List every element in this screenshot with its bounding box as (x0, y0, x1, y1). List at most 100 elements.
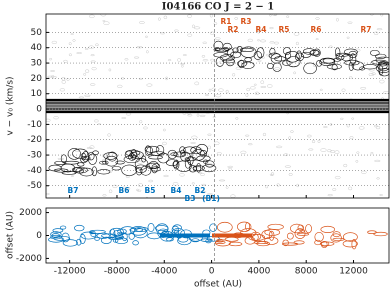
blue-contour (129, 227, 144, 232)
noise-contour (258, 28, 263, 31)
noise-contour (68, 53, 72, 57)
blue-lobe-contour (144, 145, 160, 153)
noise-contour (199, 114, 206, 117)
noise-contour (89, 14, 95, 19)
red-contour (282, 239, 289, 247)
noise-contour (244, 134, 250, 137)
noise-contour (247, 38, 253, 42)
blue-lobe-contour (150, 166, 161, 172)
red-contour (237, 221, 252, 232)
noise-contour (288, 136, 292, 140)
noise-contour (187, 33, 193, 37)
blue-lobe-contour (188, 165, 197, 173)
noise-contour (323, 126, 328, 128)
noise-contour (90, 54, 95, 57)
blue-lobe-contour (107, 151, 118, 162)
noise-contour (191, 135, 198, 140)
noise-contour (339, 117, 344, 120)
blue-lobe-contour (111, 166, 122, 171)
red-lobe-contour (286, 56, 301, 68)
noise-contour (284, 165, 292, 168)
blue-lobe-contour (77, 162, 85, 167)
blue-lobe-contour (134, 164, 147, 174)
red-lobe-contour (322, 57, 335, 64)
blue-lobe-contour (201, 164, 217, 173)
red-lobe-contour (222, 58, 235, 64)
noise-contour (59, 88, 65, 92)
blue-lobe-contour (97, 169, 111, 175)
noise-contour (262, 132, 267, 137)
noise-contour (227, 165, 234, 168)
blue-lobe-contour (155, 145, 165, 155)
annotation: B3 (185, 194, 196, 203)
blue-lobe-contour (87, 151, 95, 161)
blue-lobe-contour (173, 151, 187, 158)
noise-contour (71, 175, 74, 177)
blue-contour (59, 225, 67, 230)
blue-contour (200, 238, 213, 242)
noise-contour (346, 124, 350, 128)
noise-contour (346, 36, 350, 39)
y-axis-label: offset (AU) (6, 211, 16, 259)
red-lobe-contour (272, 62, 282, 72)
red-lobe-contour (274, 56, 287, 62)
noise-contour (85, 69, 90, 73)
noise-contour (257, 39, 260, 42)
blue-lobe-contour (91, 166, 98, 177)
noise-contour (172, 182, 179, 186)
red-contour (256, 241, 270, 247)
blue-lobe-contour (72, 148, 89, 159)
x-axis-label: offset (AU) (194, 280, 242, 290)
noise-contour (207, 145, 211, 150)
blue-lobe-contour (131, 151, 144, 159)
blue-contour (121, 232, 128, 242)
blue-lobe-contour (172, 160, 179, 168)
red-lobe-contour (213, 40, 224, 51)
noise-contour (328, 45, 333, 49)
y-tick-label: -2000 (16, 254, 42, 264)
red-lobe-contour (374, 53, 387, 59)
noise-contour (228, 167, 232, 171)
blue-lobe-contour (121, 164, 137, 176)
noise-contour (136, 46, 143, 49)
red-contour (332, 237, 345, 241)
noise-contour (373, 124, 378, 128)
noise-contour (247, 143, 253, 146)
noise-contour (382, 91, 389, 94)
red-lobe-contour (378, 61, 388, 67)
noise-contour (341, 88, 346, 92)
annotation: B4 (171, 186, 182, 195)
blue-contour (130, 226, 147, 236)
blue-lobe-contour (123, 155, 140, 164)
noise-contour (295, 41, 299, 46)
noise-contour (66, 78, 70, 81)
blue-lobe-contour (184, 157, 191, 169)
red-lobe-contour (213, 47, 230, 52)
blue-lobe-contour (53, 168, 69, 173)
annotation: B5 (145, 186, 156, 195)
noise-contour (137, 189, 142, 192)
noise-contour (146, 50, 149, 54)
jet-fill (212, 233, 252, 238)
noise-contour (376, 28, 383, 31)
red-lobe-contour (222, 42, 232, 51)
annotation: R7 (361, 25, 372, 34)
blue-contour (157, 228, 169, 238)
red-lobe-contour (227, 48, 234, 58)
noise-contour (276, 145, 283, 149)
noise-contour (102, 194, 107, 197)
noise-contour (355, 160, 359, 163)
noise-contour (138, 183, 143, 187)
noise-contour (125, 175, 130, 178)
noise-contour (218, 179, 226, 182)
blue-contour (155, 225, 169, 232)
x-tick-label: -4000 (151, 267, 177, 277)
noise-contour (89, 145, 95, 149)
noise-contour (235, 117, 239, 120)
noise-contour (129, 152, 133, 154)
blue-lobe-contour (130, 149, 137, 161)
blue-lobe-contour (99, 160, 107, 165)
blue-lobe-contour (61, 170, 77, 175)
noise-contour (259, 39, 267, 43)
noise-contour (47, 75, 53, 78)
